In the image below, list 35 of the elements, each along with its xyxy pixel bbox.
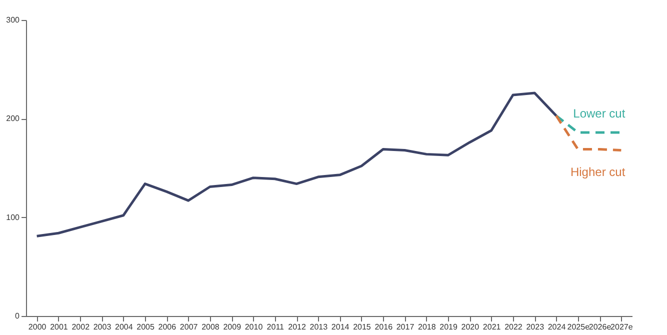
x-tick-label: 2025e <box>567 322 590 332</box>
x-tick-label: 2001 <box>50 322 68 332</box>
y-tick-label: 300 <box>6 16 20 24</box>
x-tick-label: 2015 <box>353 322 372 332</box>
x-tick-label: 2004 <box>114 322 134 332</box>
x-tick-label: 2000 <box>28 322 47 332</box>
x-tick-label: 2003 <box>93 322 112 332</box>
y-tick-label: 200 <box>6 114 20 124</box>
x-tick-label: 2022 <box>504 322 523 332</box>
x-tick-label: 2016 <box>374 322 394 332</box>
y-tick-label: 100 <box>6 212 20 222</box>
x-tick-label: 2008 <box>202 322 220 332</box>
x-tick-label: 2026e <box>588 322 612 332</box>
x-tick-label: 2010 <box>244 322 264 332</box>
x-tick-label: 2013 <box>310 322 328 332</box>
x-tick-label: 2021 <box>482 322 502 332</box>
x-tick-label: 2024 <box>548 322 566 332</box>
x-tick-label: 2009 <box>223 322 242 332</box>
x-tick-label: 2005 <box>136 322 155 332</box>
x-tick-label: 2020 <box>461 322 480 332</box>
x-tick-label: 2002 <box>72 322 90 332</box>
y-tick-label: 0 <box>15 312 20 320</box>
line-series <box>36 92 558 238</box>
x-tick-label: 2012 <box>288 322 306 332</box>
x-tick-label: 2007 <box>180 322 198 332</box>
x-tick-label: 2027e <box>610 322 634 332</box>
x-tick-label: 2006 <box>158 322 177 332</box>
x-tick-label: 2014 <box>331 322 350 332</box>
x-tick-label: 2018 <box>418 322 436 332</box>
x-tick-label: 2023 <box>526 322 545 332</box>
series-label: Higher cut <box>570 165 626 180</box>
x-tick-label: 2011 <box>266 322 285 332</box>
x-tick-label: 2017 <box>396 322 415 332</box>
x-tick-label: 2019 <box>440 322 458 332</box>
series-label: Lower cut <box>573 106 626 120</box>
